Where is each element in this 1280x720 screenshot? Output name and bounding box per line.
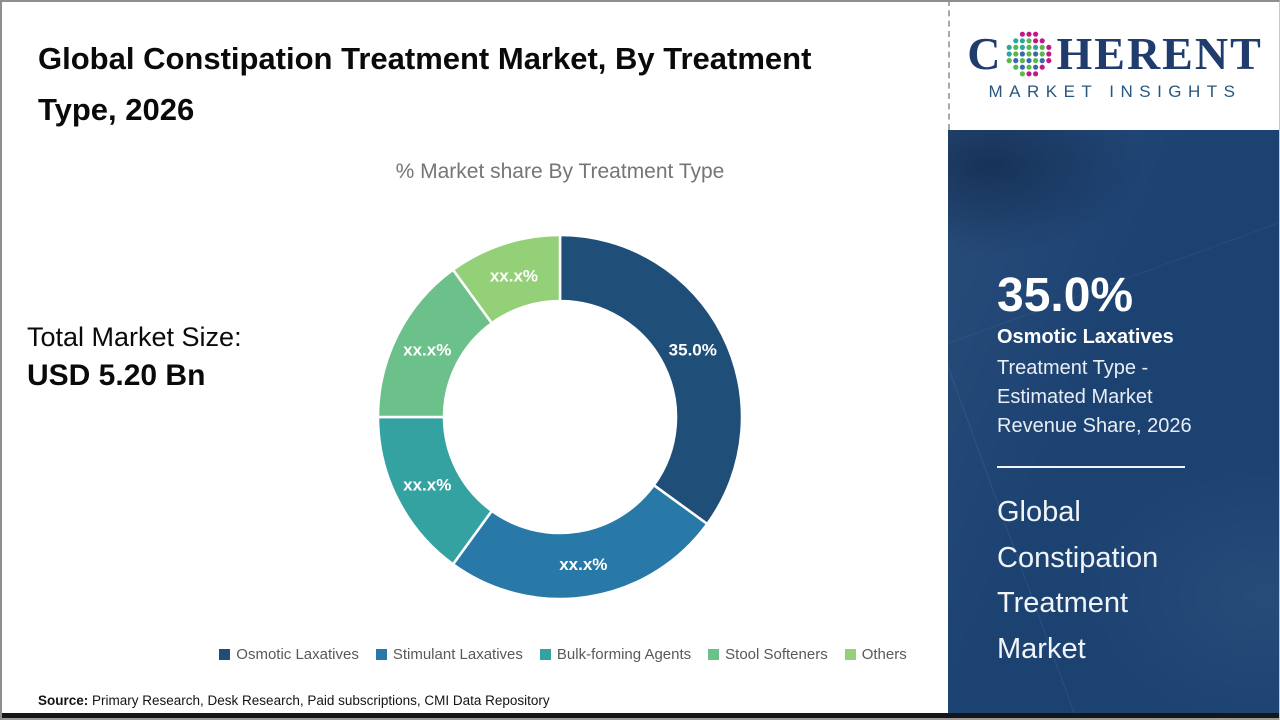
globe-dot	[1013, 64, 1019, 70]
chart-subtitle: % Market share By Treatment Type	[395, 160, 725, 183]
globe-dot	[1033, 64, 1039, 70]
globe-dot	[1046, 57, 1052, 63]
globe-dot	[1007, 57, 1013, 63]
legend-item-stool-softeners: Stool Softeners	[708, 646, 828, 663]
legend-swatch	[708, 649, 720, 660]
chart-legend: Osmotic Laxatives Stimulant Laxatives Bulk…	[100, 646, 1026, 663]
chart-area: Global Constipation Treatment Market, By…	[27, 41, 907, 708]
legend-item-others: Others	[844, 646, 907, 663]
legend-label: Osmotic Laxatives	[236, 646, 359, 663]
stat-segment-name: Osmotic Laxatives	[997, 326, 1174, 348]
logo-box: C HERENT MARKET INSIGHTS	[948, 0, 1280, 130]
source-note: Source: Primary Research, Desk Research,…	[38, 693, 550, 708]
globe-dot	[1013, 44, 1019, 50]
source-label: Source:	[38, 693, 89, 708]
legend-label: Stimulant Laxatives	[392, 646, 523, 663]
brand-sidebar: C HERENT MARKET INSIGHTS 35.0% Osmotic L…	[948, 0, 1280, 720]
globe-dot	[1026, 64, 1033, 70]
legend-item-bulk-forming-agents: Bulk-forming Agents	[539, 646, 692, 663]
total-market-size-block: Total Market Size: USD 5.20 Bn	[27, 322, 242, 393]
total-market-size-value: USD 5.20 Bn	[27, 359, 206, 392]
globe-dot	[1040, 37, 1046, 43]
slice-label: xx.x%	[490, 266, 538, 285]
globe-dot	[1033, 50, 1039, 57]
globe-dot	[1033, 57, 1039, 63]
globe-dot	[1040, 44, 1046, 50]
globe-dot	[1026, 57, 1033, 63]
highlight-panel: 35.0% Osmotic Laxatives Treatment Type -…	[948, 130, 1280, 713]
globe-dot	[1020, 64, 1026, 70]
globe-dot	[1026, 31, 1033, 37]
stat-desc-line: Estimated Market	[997, 386, 1153, 408]
globe-dot	[1033, 44, 1039, 50]
globe-dot	[1026, 37, 1033, 43]
globe-dot	[1007, 50, 1013, 57]
slice-label: xx.x%	[559, 555, 607, 574]
legend-label: Bulk-forming Agents	[556, 646, 692, 663]
page-title: Global Constipation Treatment Market, By…	[38, 41, 812, 127]
legend-swatch	[844, 649, 856, 660]
legend-swatch	[219, 649, 231, 660]
logo-subtext: MARKET INSIGHTS	[988, 81, 1242, 101]
source-text: Primary Research, Desk Research, Paid su…	[88, 693, 550, 708]
donut-slice-others	[451, 233, 562, 325]
globe-dot	[1020, 57, 1026, 63]
logo-letter-c: C	[967, 27, 1003, 79]
globe-dot	[1033, 31, 1039, 37]
globe-dot	[1026, 50, 1033, 57]
legend-swatch	[375, 649, 387, 660]
globe-dot	[1046, 44, 1052, 50]
globe-dot	[1026, 70, 1033, 76]
donut-chart-svg: 35.0% xx.x% xx.x% xx.x% xx.x%	[376, 233, 744, 601]
coherent-logo: C HERENT	[967, 29, 1263, 79]
globe-dot	[1013, 50, 1019, 57]
globe-dot	[1033, 70, 1039, 76]
donut-slice-stimulant-laxatives	[451, 483, 709, 601]
globe-dot	[1026, 44, 1033, 50]
stat-description: Treatment Type - Estimated Market Revenu…	[997, 354, 1192, 441]
legend-item-osmotic-laxatives: Osmotic Laxatives	[219, 646, 359, 663]
globe-dot	[1013, 57, 1019, 63]
stat-value: 35.0%	[997, 269, 1134, 322]
dotted-globe-icon	[1007, 31, 1052, 76]
logo-text-herent: HERENT	[1056, 27, 1263, 79]
globe-dot	[1033, 37, 1039, 43]
globe-dot	[1040, 57, 1046, 63]
donut-chart: 35.0% xx.x% xx.x% xx.x% xx.x%	[370, 227, 750, 607]
legend-item-stimulant-laxatives: Stimulant Laxatives	[375, 646, 523, 663]
globe-dot	[1040, 64, 1046, 70]
slice-label: xx.x%	[403, 476, 451, 495]
legend-swatch	[539, 649, 551, 660]
globe-dot	[1020, 44, 1026, 50]
globe-dot	[1020, 50, 1026, 57]
globe-dot	[1013, 37, 1019, 43]
globe-dot	[1020, 37, 1026, 43]
globe-dot	[1020, 31, 1026, 37]
globe-dot	[1020, 70, 1026, 76]
bottom-border-bar	[0, 713, 1280, 720]
donut-slice-osmotic-laxatives	[558, 233, 744, 526]
globe-dot	[1040, 50, 1046, 57]
legend-label: Stool Softeners	[725, 646, 828, 663]
legend-label: Others	[861, 646, 907, 663]
slice-label: xx.x%	[403, 340, 451, 359]
stat-desc-line: Treatment Type -	[997, 357, 1149, 379]
total-market-size-label: Total Market Size:	[27, 322, 242, 352]
panel-divider	[997, 466, 1185, 468]
globe-dot	[1007, 44, 1013, 50]
globe-dot	[1046, 50, 1052, 57]
slice-label: 35.0%	[669, 340, 717, 359]
market-name: Global Constipation Treatment Market	[997, 496, 1159, 665]
stat-desc-line: Revenue Share, 2026	[997, 415, 1192, 437]
